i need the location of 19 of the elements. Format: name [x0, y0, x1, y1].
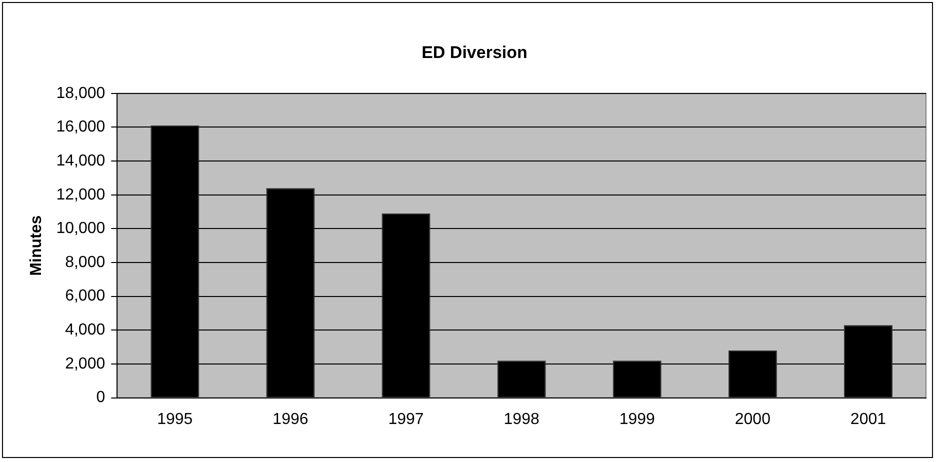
y-tick-label: 10,000 — [56, 220, 106, 238]
y-tick-label: 6,000 — [65, 288, 106, 305]
chart-title: ED Diversion — [422, 42, 528, 62]
y-tick-label: 18,000 — [56, 84, 106, 102]
y-tick-label: 8,000 — [65, 254, 106, 271]
x-tick-label: 2001 — [850, 410, 886, 428]
y-axis-title: Minutes — [28, 215, 46, 276]
x-tick-label: 1997 — [388, 410, 424, 428]
y-tick-label: 0 — [96, 389, 106, 406]
x-tick-label: 1999 — [619, 410, 656, 428]
x-tick-label: 2000 — [734, 410, 771, 428]
y-tick-label: 2,000 — [65, 355, 106, 372]
y-tick-label: 12,000 — [56, 186, 106, 204]
x-tick-label: 1998 — [504, 410, 540, 428]
x-tick-label: 1995 — [157, 410, 193, 428]
y-tick-label: 16,000 — [56, 118, 106, 136]
x-tick-label: 1996 — [272, 410, 308, 428]
y-tick-label: 4,000 — [65, 322, 106, 339]
y-tick-label: 14,000 — [56, 152, 106, 170]
